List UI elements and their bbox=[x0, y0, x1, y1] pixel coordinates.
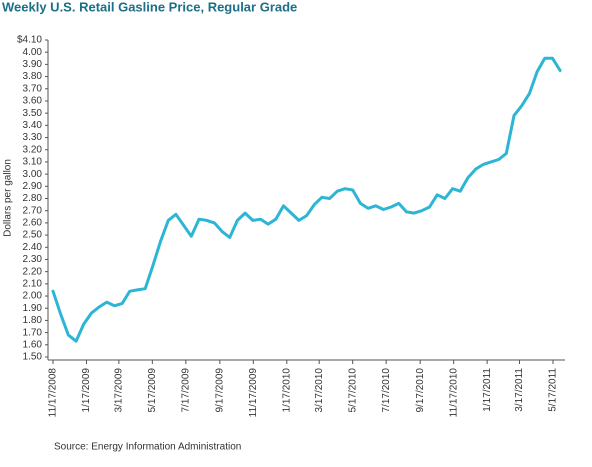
x-tick-label: 5/17/2010 bbox=[347, 368, 358, 413]
x-tick-label: 7/17/2009 bbox=[180, 368, 191, 413]
x-tick-label: 3/17/2011 bbox=[514, 368, 525, 412]
y-tick-label: $4.10 bbox=[17, 35, 42, 46]
y-tick-label: 3.30 bbox=[23, 132, 43, 143]
y-tick-label: 3.50 bbox=[23, 108, 43, 119]
x-tick-label: 5/17/2009 bbox=[147, 368, 158, 413]
y-tick-label: 2.40 bbox=[23, 242, 43, 253]
y-tick-label: 1.90 bbox=[23, 303, 43, 314]
y-tick-label: 2.10 bbox=[23, 278, 43, 289]
y-tick-label: 1.50 bbox=[23, 352, 43, 363]
y-tick-label: 2.70 bbox=[23, 205, 43, 216]
x-tick-label: 1/17/2011 bbox=[482, 368, 493, 412]
y-axis-label: Dollars per gallon bbox=[3, 159, 14, 237]
y-tick-label: 3.60 bbox=[23, 96, 43, 107]
x-tick-label: 9/17/2009 bbox=[214, 368, 225, 413]
x-tick-label: 11/17/2009 bbox=[248, 368, 259, 418]
y-tick-label: 3.80 bbox=[23, 71, 43, 82]
x-tick-label: 3/17/2010 bbox=[314, 368, 325, 413]
x-tick-label: 1/17/2009 bbox=[81, 368, 92, 413]
y-tick-label: 1.60 bbox=[23, 339, 43, 350]
y-tick-label: 4.00 bbox=[23, 47, 43, 58]
price-line bbox=[51, 56, 562, 343]
x-tick-label: 3/17/2009 bbox=[114, 368, 125, 413]
y-tick-label: 2.60 bbox=[23, 218, 43, 229]
chart-title: Weekly U.S. Retail Gasline Price, Regula… bbox=[2, 0, 297, 14]
source-note: Source: Energy Information Administratio… bbox=[54, 442, 241, 453]
x-tick-label: 11/17/2008 bbox=[48, 368, 59, 418]
y-tick-label: 2.50 bbox=[23, 230, 43, 241]
y-tick-label: 2.30 bbox=[23, 254, 43, 265]
y-tick-label: 3.20 bbox=[23, 144, 43, 155]
y-tick-label: 2.20 bbox=[23, 266, 43, 277]
y-tick-label: 3.00 bbox=[23, 169, 43, 180]
x-tick-label: 9/17/2010 bbox=[415, 368, 426, 413]
x-tick-label: 1/17/2010 bbox=[281, 368, 292, 413]
x-tick-label: 11/17/2010 bbox=[448, 368, 459, 418]
x-tick-label: 5/17/2011 bbox=[548, 368, 559, 412]
y-tick-label: 2.00 bbox=[23, 291, 43, 302]
x-tick-label: 7/17/2010 bbox=[381, 368, 392, 413]
y-tick-label: 3.10 bbox=[23, 157, 43, 168]
y-tick-label: 2.80 bbox=[23, 193, 43, 204]
y-tick-label: 1.70 bbox=[23, 327, 43, 338]
y-tick-label: 3.90 bbox=[23, 59, 43, 70]
y-tick-label: 3.70 bbox=[23, 83, 43, 94]
y-tick-label: 1.80 bbox=[23, 315, 43, 326]
y-tick-label: 2.90 bbox=[23, 181, 43, 192]
y-tick-label: 3.40 bbox=[23, 120, 43, 131]
